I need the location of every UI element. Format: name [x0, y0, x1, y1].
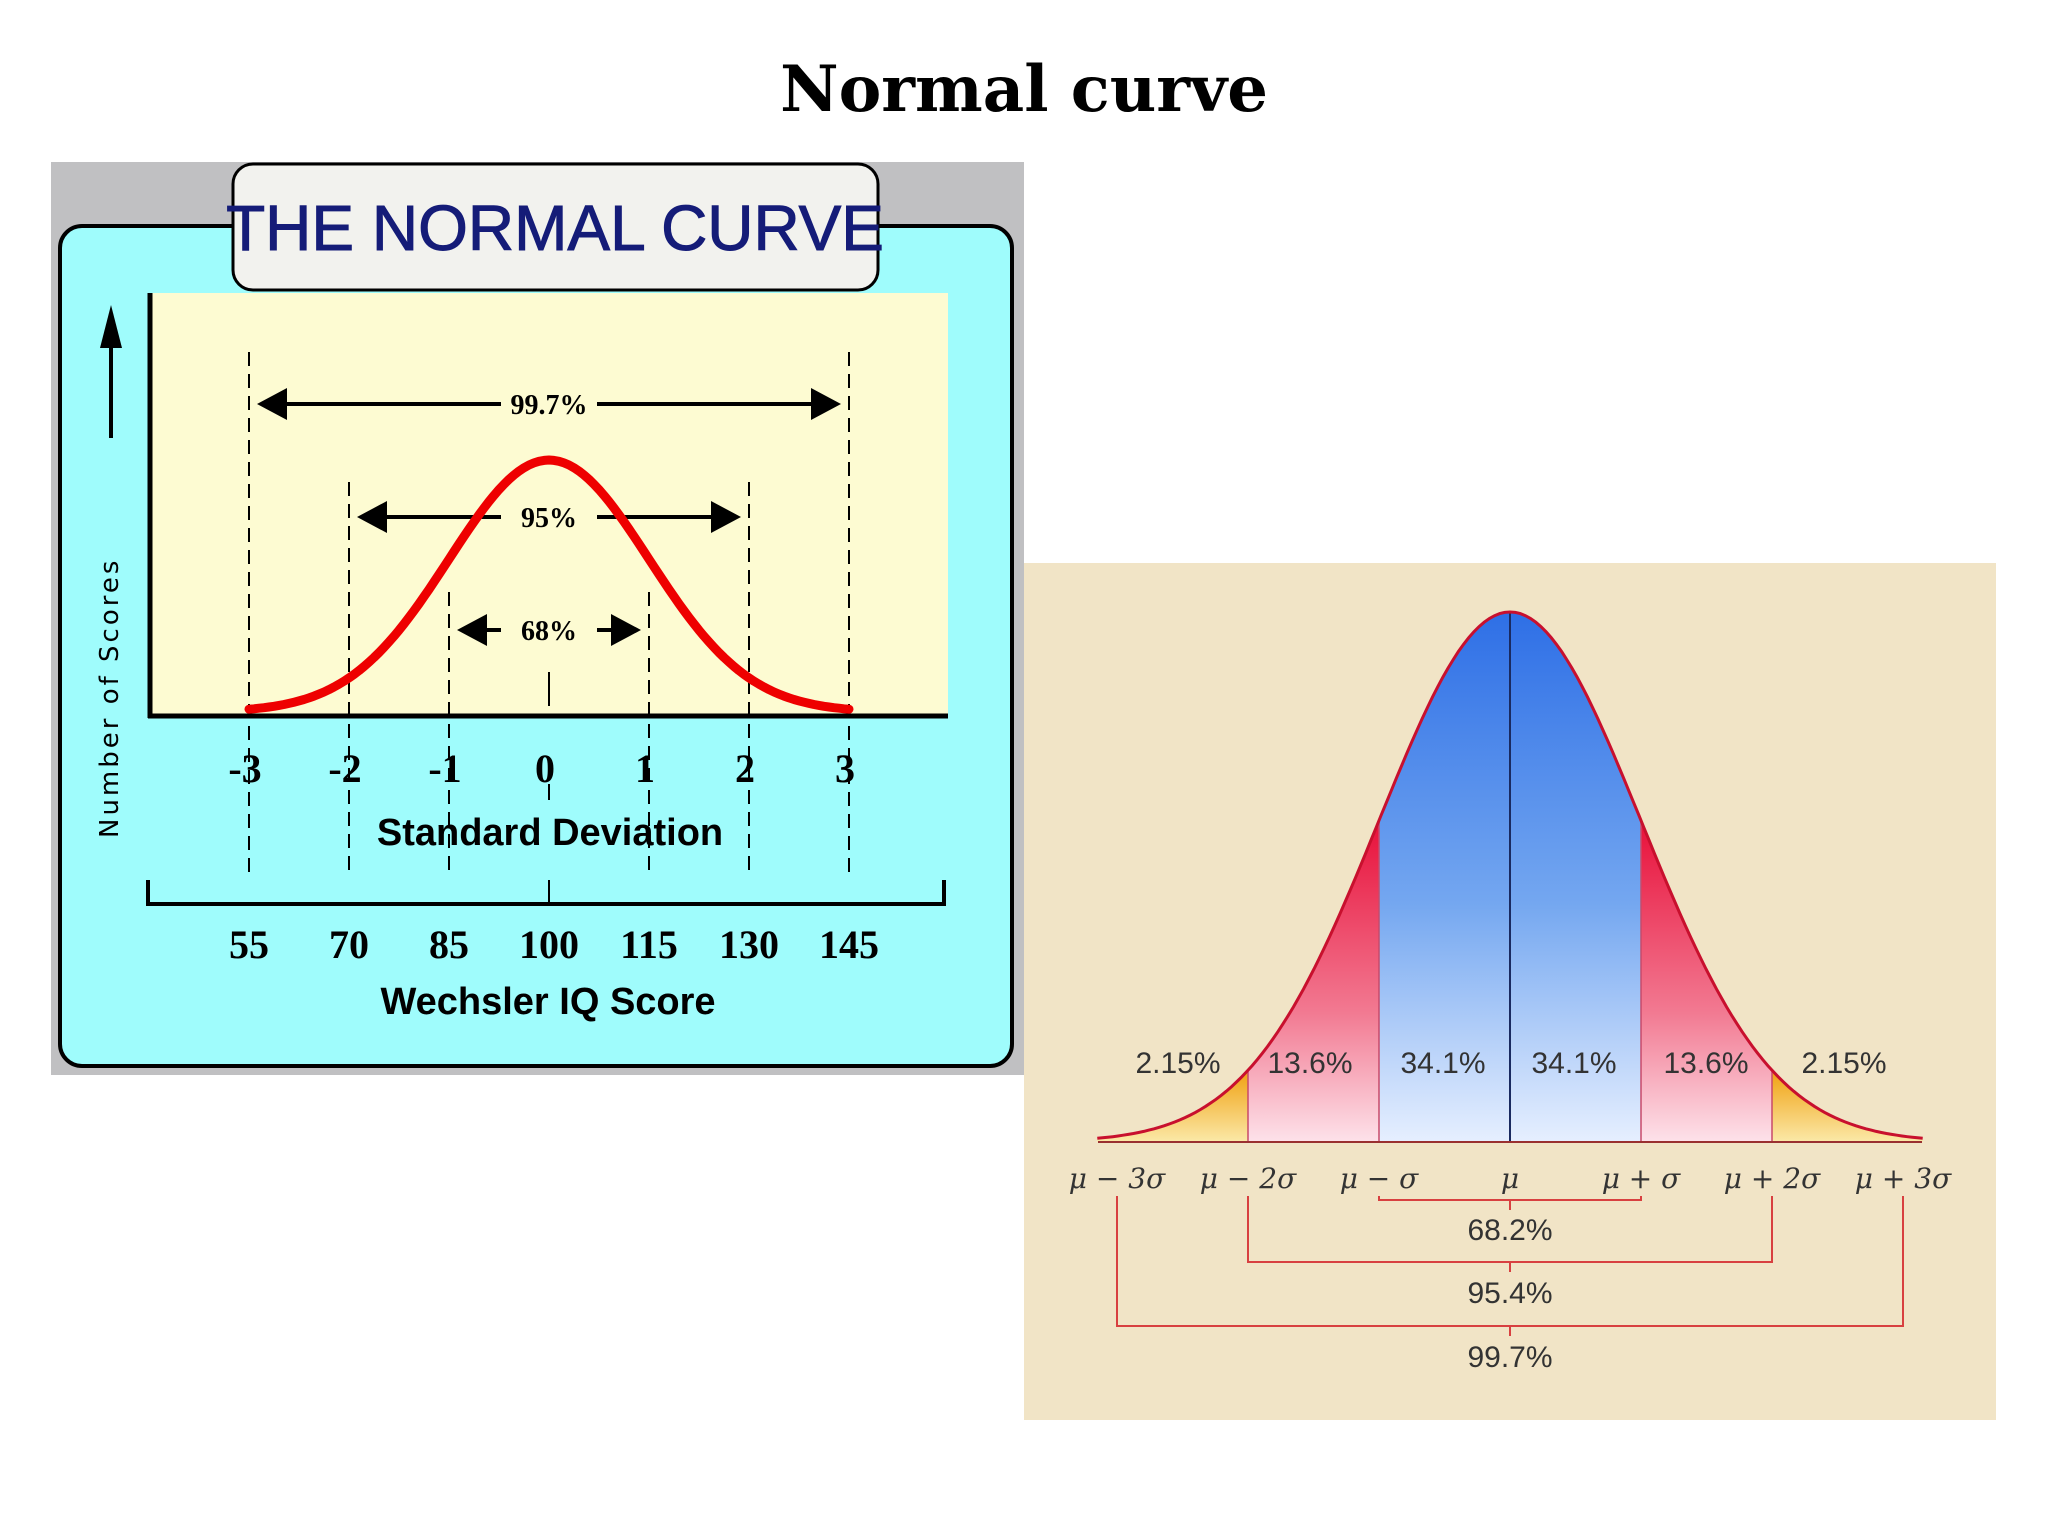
bracket-label: 68.2%: [1467, 1214, 1552, 1247]
right-arrowhead-icon: [811, 388, 841, 420]
iq-tick-label: 145: [819, 922, 879, 967]
percentage-range-arrows: 99.7% 95% 68%: [257, 388, 841, 647]
iq-tick-label: 130: [719, 922, 779, 967]
sigma-label: μ − σ: [1340, 1162, 1419, 1195]
area-segment: [1097, 1070, 1248, 1142]
segment-percent-label: 2.15%: [1801, 1047, 1886, 1080]
normal-curve-figure: THE NORMAL CURVE Number of Scores 99.7%9…: [51, 162, 1024, 1075]
x-axis-label-iq: Wechsler IQ Score: [380, 981, 715, 1023]
sd-tick-label: 2: [735, 746, 755, 791]
range-label: 99.7%: [511, 390, 588, 421]
left-arrowhead-icon: [357, 501, 387, 533]
iq-tick-label: 85: [429, 922, 469, 967]
x-axis-label-sd: Standard Deviation: [377, 812, 723, 854]
bracket-label: 99.7%: [1467, 1341, 1552, 1374]
sigma-label: μ − 2σ: [1200, 1162, 1297, 1195]
bracket-label: 95.4%: [1467, 1277, 1552, 1310]
range-brackets: 68.2% 95.4% 99.7%: [1116, 1196, 1904, 1374]
iq-tick-label: 55: [229, 922, 269, 967]
range-label: 68%: [521, 616, 577, 647]
sigma-label: μ − 3σ: [1069, 1162, 1166, 1195]
sd-tick-label: -1: [428, 746, 461, 791]
iq-tick-labels: 55 70 85 100 115 130 145: [229, 922, 879, 967]
range-arrow: 95%: [357, 501, 741, 534]
range-arrow: 68%: [457, 614, 641, 647]
range-label: 95%: [521, 503, 577, 534]
iq-scale-bracket: [146, 880, 946, 906]
sd-guide-lines: [248, 352, 850, 904]
range-arrow: 99.7%: [257, 388, 841, 421]
sigma-label: μ + 2σ: [1724, 1162, 1821, 1195]
segment-percent-label: 34.1%: [1400, 1047, 1485, 1080]
segment-percent-label: 13.6%: [1663, 1047, 1748, 1080]
plot-area: [150, 293, 948, 716]
sd-tick-label: -2: [328, 746, 361, 791]
range-bracket: 99.7%: [1116, 1196, 1904, 1374]
chart-title: THE NORMAL CURVE: [226, 192, 884, 264]
iq-tick-label: 70: [329, 922, 369, 967]
sigma-label: μ + σ: [1602, 1162, 1681, 1195]
bell-curve-figure: 2.15% 13.6% 34.1% 34.1% 13.6% 2.15% μ − 3σ μ −…: [1024, 563, 1996, 1420]
sd-tick-label: 0: [535, 746, 555, 791]
bell-curve-line: [1097, 610, 1923, 1140]
left-arrowhead-icon: [257, 388, 287, 420]
y-axis-label: Number of Scores: [95, 558, 125, 838]
sigma-label: μ: [1501, 1162, 1519, 1195]
sd-tick-label: -3: [228, 746, 261, 791]
segment-percent-label: 13.6%: [1267, 1047, 1352, 1080]
sd-tick-label: 1: [635, 746, 655, 791]
normal-curve-line: [244, 455, 854, 714]
iq-tick-label: 100: [519, 922, 579, 967]
sd-tick-labels: -3 -2 -1 0 1 2 3: [228, 746, 855, 791]
segment-percent-label: 34.1%: [1531, 1047, 1616, 1080]
sigma-labels: μ − 3σ μ − 2σ μ − σ μ μ + σ μ + 2σ μ + 3σ: [1069, 1162, 1952, 1195]
segment-percent-label: 2.15%: [1135, 1047, 1220, 1080]
sd-tick-label: 3: [835, 746, 855, 791]
right-arrowhead-icon: [611, 614, 641, 646]
range-bracket: 95.4%: [1247, 1196, 1773, 1310]
slide-title: Normal curve: [780, 52, 1268, 127]
iq-tick-label: 115: [620, 922, 678, 967]
title-banner: [231, 162, 880, 292]
segment-dividers: [1247, 612, 1773, 1142]
up-arrow-icon: [100, 305, 122, 348]
area-segment: [1772, 1070, 1923, 1142]
right-arrowhead-icon: [711, 501, 741, 533]
segment-percent-labels: 2.15% 13.6% 34.1% 34.1% 13.6% 2.15%: [1135, 1047, 1886, 1080]
left-arrowhead-icon: [457, 614, 487, 646]
sigma-label: μ + 3σ: [1855, 1162, 1952, 1195]
range-bracket: 68.2%: [1378, 1196, 1642, 1247]
